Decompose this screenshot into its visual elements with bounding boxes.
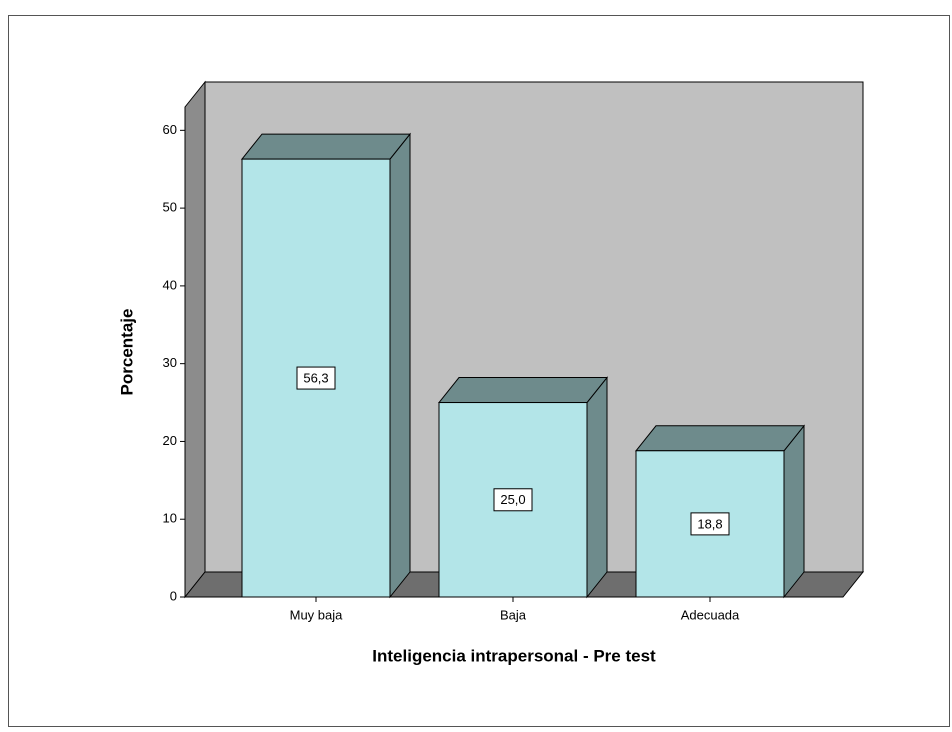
left-wall — [184, 80, 206, 599]
y-tick-label: 10 — [163, 511, 177, 526]
y-tick-label: 40 — [163, 277, 177, 292]
value-label: 56,3 — [303, 370, 328, 385]
value-label: 25,0 — [500, 492, 525, 507]
value-label-box — [493, 488, 533, 512]
y-tick-label: 50 — [163, 200, 177, 215]
y-tick-label: 20 — [163, 433, 177, 448]
bar-top — [634, 425, 806, 452]
y-tick-label: 30 — [163, 355, 177, 370]
y-tick-label: 60 — [163, 122, 177, 137]
y-tick-label: 0 — [170, 588, 177, 603]
y-axis-title: Porcentaje — [117, 309, 136, 396]
bar-top — [240, 133, 412, 160]
bar-top — [437, 377, 609, 404]
value-label-box — [690, 512, 730, 536]
value-label: 18,8 — [697, 516, 722, 531]
x-tick-label: Adecuada — [681, 607, 740, 622]
x-tick-label: Muy baja — [290, 607, 344, 622]
x-tick-label: Baja — [500, 607, 527, 622]
x-axis-title: Inteligencia intrapersonal - Pre test — [372, 646, 656, 665]
bar-side — [586, 376, 608, 599]
bar-side — [389, 132, 411, 599]
bar-side — [783, 424, 805, 599]
value-label-box — [296, 366, 336, 390]
